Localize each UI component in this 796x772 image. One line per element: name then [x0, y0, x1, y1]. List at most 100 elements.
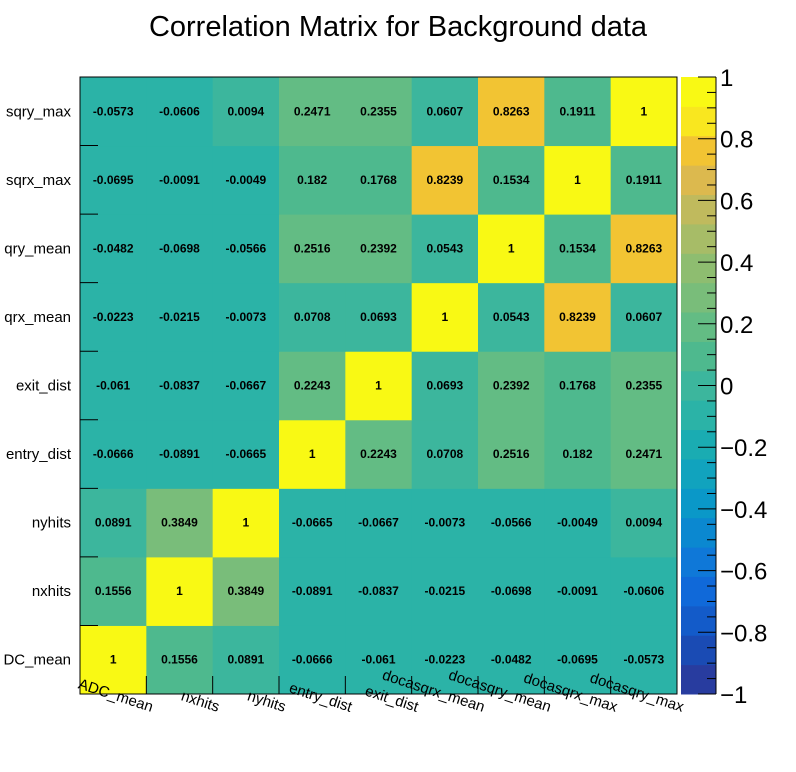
z-tick-label: −0.4: [720, 497, 767, 524]
color-scale-segment: [681, 664, 716, 695]
heatmap-cell-entry-dist-nyhits: [212, 419, 280, 489]
heatmap-cell-nyhits-docasqrx-mean: [411, 488, 479, 558]
color-scale-segment: [681, 400, 716, 431]
heatmap-cell-nxhits-docasqrx-max: [544, 556, 612, 626]
y-tick-label: sqry_max: [6, 103, 72, 120]
cell-value-label: -0.0667: [358, 516, 399, 530]
cell-value-label: 0.2471: [625, 447, 662, 461]
cell-value-label: 0.0708: [426, 447, 463, 461]
cell-value-label: -0.0698: [491, 584, 532, 598]
color-scale-segment: [681, 253, 716, 284]
cell-value-label: 1: [375, 379, 382, 393]
cell-value-label: -0.061: [361, 653, 395, 667]
heatmap-cell-nxhits-nxhits: [146, 556, 214, 626]
heatmap-cell-exit-dist-docasqry-mean: [478, 351, 545, 421]
heatmap-cell-exit-dist-docasqrx-mean: [411, 351, 479, 421]
cell-value-label: 0.0891: [227, 653, 264, 667]
cell-value-label: -0.0073: [424, 516, 465, 530]
heatmap-cell-docasqrx-max-entry-dist: [279, 145, 346, 215]
heatmap-cell-entry-dist-docasqrx-max: [544, 419, 612, 489]
heatmap-cell-entry-dist-exit-dist: [345, 419, 413, 489]
heatmap-cell-adc-mean-entry-dist: [279, 625, 346, 695]
color-scale-segment: [681, 223, 716, 254]
heatmap-cell-exit-dist-nyhits: [212, 351, 280, 421]
heatmap-cell-adc-mean-docasqrx-mean: [411, 625, 479, 695]
heatmap-cell-docasqry-max-adc-mean: [80, 77, 147, 147]
cell-value-label: 0.3849: [227, 584, 264, 598]
cell-value-label: -0.0665: [225, 447, 266, 461]
cell-value-label: 0.8263: [493, 104, 530, 118]
z-tick-label: −0.8: [720, 620, 767, 647]
cell-value-label: -0.0698: [159, 241, 200, 255]
heatmap-cell-docasqrx-max-exit-dist: [345, 145, 413, 215]
color-scale-segment: [681, 488, 716, 519]
cell-value-label: 0.0708: [294, 310, 331, 324]
heatmap-cell-docasqry-mean-adc-mean: [80, 214, 147, 284]
heatmap-cell-nyhits-nxhits: [146, 488, 214, 558]
heatmap-cell-adc-mean-exit-dist: [345, 625, 413, 695]
y-tick-label: qry_mean: [4, 240, 71, 257]
cell-value-label: -0.0223: [93, 310, 134, 324]
heatmap-cell-docasqry-mean-docasqry-mean: [478, 214, 545, 284]
color-scale-segment: [681, 605, 716, 636]
y-tick-label: exit_dist: [16, 378, 72, 395]
cell-value-label: 1: [110, 653, 117, 667]
heatmap-cell-docasqrx-mean-nyhits: [212, 282, 280, 352]
cell-value-label: -0.0049: [225, 173, 266, 187]
z-tick-label: 1: [720, 65, 733, 92]
heatmap-cell-entry-dist-entry-dist: [279, 419, 346, 489]
cell-value-label: 0.0543: [493, 310, 530, 324]
heatmap-cell-docasqry-mean-docasqrx-mean: [411, 214, 479, 284]
heatmap-cell-nxhits-adc-mean: [80, 556, 147, 626]
color-scale-segment: [681, 547, 716, 577]
heatmap-cell-docasqry-mean-nyhits: [212, 214, 280, 284]
heatmap-cell-exit-dist-adc-mean: [80, 351, 147, 421]
heatmap-cell-docasqrx-mean-adc-mean: [80, 282, 147, 352]
heatmap-cell-nyhits-exit-dist: [345, 488, 413, 558]
cell-value-label: 1: [176, 584, 183, 598]
color-scale-segment: [681, 135, 716, 166]
cell-value-label: 0.1534: [559, 241, 596, 255]
heatmap-cell-exit-dist-docasqrx-max: [544, 351, 612, 421]
heatmap-cell-adc-mean-nyhits: [212, 625, 280, 695]
cell-value-label: 0.0607: [625, 310, 662, 324]
heatmap-cell-docasqrx-mean-docasqrx-max: [544, 282, 612, 352]
cell-value-label: 0.182: [297, 173, 327, 187]
cell-value-label: 0.1911: [626, 173, 662, 187]
heatmap-cell-docasqry-max-entry-dist: [279, 77, 346, 147]
cell-value-label: 1: [242, 516, 249, 530]
heatmap-cell-docasqrx-max-docasqry-max: [610, 145, 678, 215]
cell-value-label: 1: [640, 104, 647, 118]
heatmap-cell-nxhits-entry-dist: [279, 556, 346, 626]
cell-value-label: 0.0543: [426, 241, 463, 255]
heatmap-cell-docasqry-max-nyhits: [212, 77, 280, 147]
heatmap-cell-docasqry-mean-docasqry-max: [610, 214, 678, 284]
heatmap-cell-entry-dist-docasqrx-mean: [411, 419, 479, 489]
heatmap-cell-docasqry-max-exit-dist: [345, 77, 413, 147]
cell-value-label: 1: [574, 173, 581, 187]
cell-value-label: -0.0606: [623, 584, 664, 598]
heatmap-cell-entry-dist-adc-mean: [80, 419, 147, 489]
cell-value-label: 1: [508, 241, 515, 255]
z-tick-label: 0.8: [720, 127, 753, 154]
heatmap-cells: [80, 77, 678, 695]
z-tick-label: 0.2: [720, 312, 753, 339]
cell-value-label: 0.0693: [360, 310, 397, 324]
heatmap-cell-entry-dist-docasqry-max: [610, 419, 678, 489]
heatmap-cell-adc-mean-docasqry-mean: [478, 625, 545, 695]
y-tick-label: DC_mean: [3, 652, 71, 669]
color-scale-segment: [681, 194, 716, 225]
heatmap-cell-nyhits-docasqry-max: [610, 488, 678, 558]
heatmap-cell-docasqrx-mean-entry-dist: [279, 282, 346, 352]
y-tick-label: nxhits: [32, 583, 71, 600]
heatmap-cell-docasqrx-mean-nxhits: [146, 282, 214, 352]
heatmap-cell-docasqry-mean-nxhits: [146, 214, 214, 284]
heatmap-cell-exit-dist-entry-dist: [279, 351, 346, 421]
heatmap-cell-docasqry-max-docasqry-max: [610, 77, 678, 147]
cell-value-label: 0.1768: [559, 379, 596, 393]
cell-value-label: -0.0837: [358, 584, 399, 598]
cell-value-label: 0.8239: [426, 173, 463, 187]
z-tick-label: 0: [720, 374, 733, 401]
heatmap-cell-docasqrx-max-docasqrx-max: [544, 145, 612, 215]
heatmap-cell-docasqry-max-docasqry-mean: [478, 77, 545, 147]
